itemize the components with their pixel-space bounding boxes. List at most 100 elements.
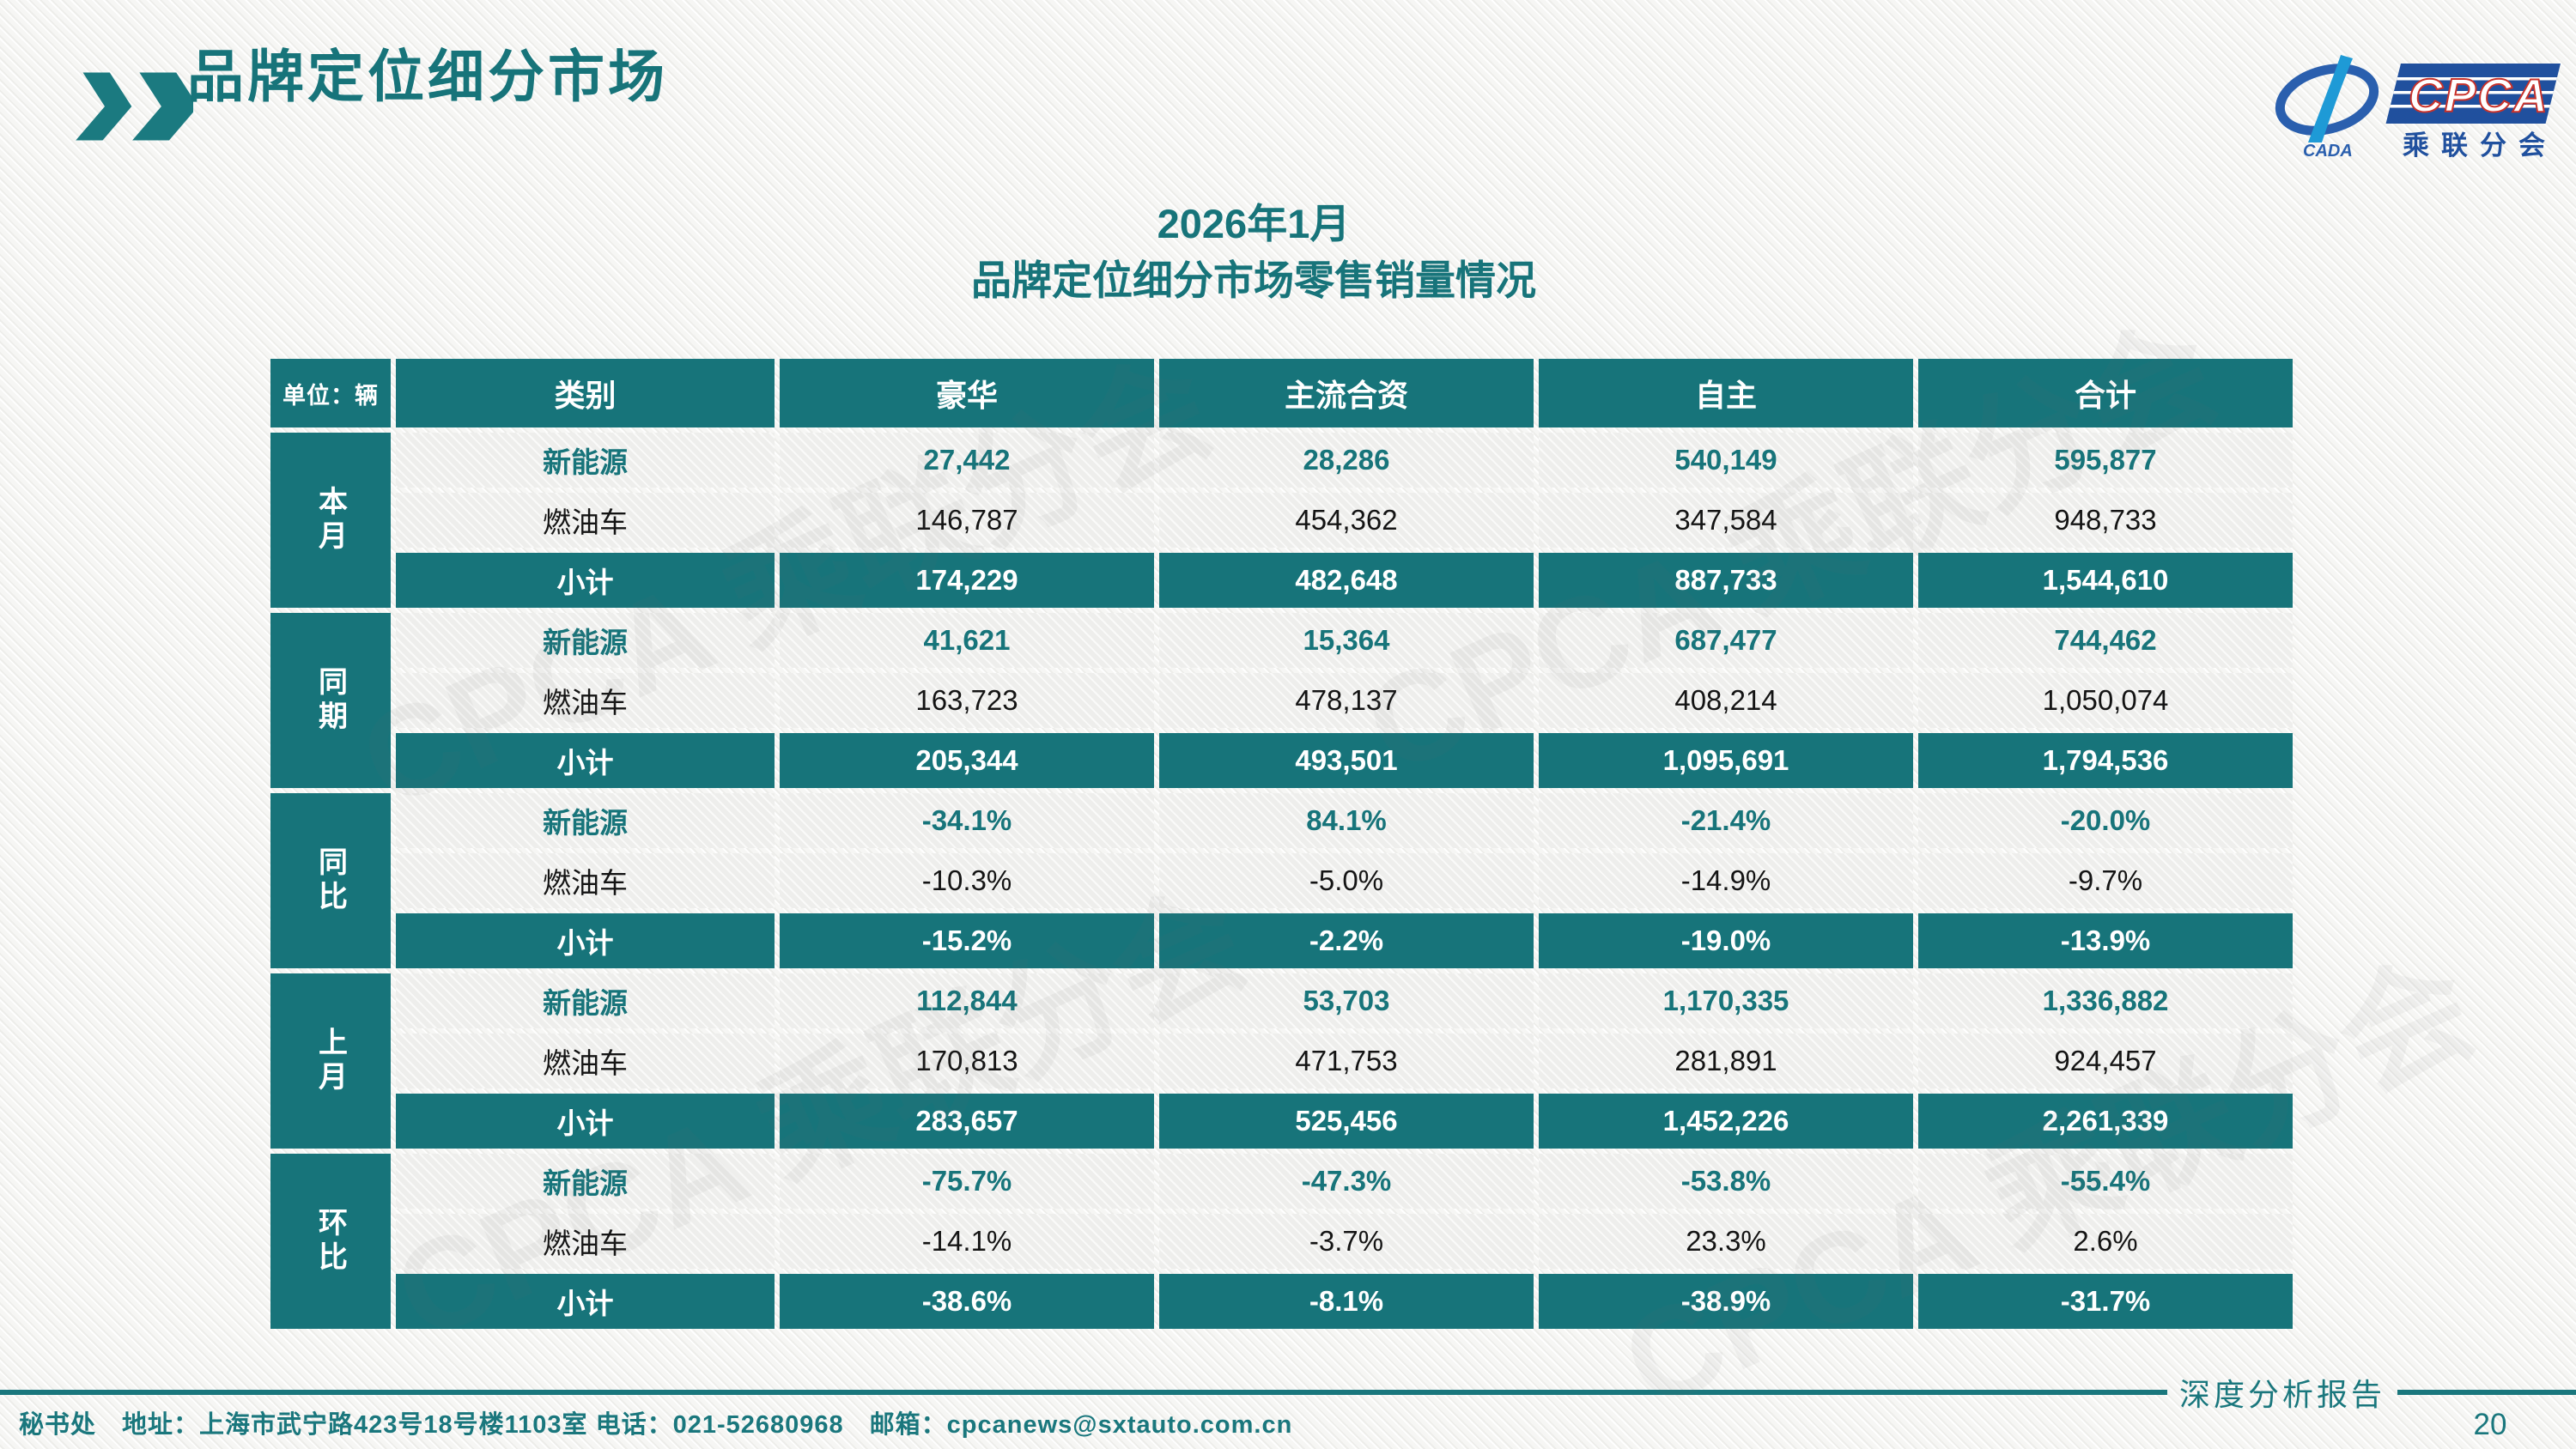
table-value-cell: 170,813	[780, 1034, 1154, 1088]
table-title-line1: 2026年1月	[1157, 201, 1351, 246]
table-value-cell: 1,794,536	[1918, 733, 2293, 788]
table-value-cell: 281,891	[1539, 1034, 1913, 1088]
report-label: 深度分析报告	[2178, 1378, 2385, 1413]
table-value-cell: 471,753	[1159, 1034, 1534, 1088]
table-value-cell: 525,456	[1159, 1094, 1534, 1149]
row-category-label: 燃油车	[396, 1214, 775, 1269]
table-value-cell: -2.2%	[1159, 913, 1534, 968]
page-number: 20	[2473, 1408, 2507, 1441]
double-chevron-icon	[76, 72, 193, 141]
table-value-cell: 163,723	[780, 673, 1154, 728]
table-value-cell: 283,657	[780, 1094, 1154, 1149]
row-category-label: 燃油车	[396, 1034, 775, 1088]
table-value-cell: 1,095,691	[1539, 733, 1913, 788]
footer-divider	[0, 1390, 2167, 1395]
table-value-cell: -20.0%	[1918, 793, 2293, 848]
table-value-cell: 174,229	[780, 553, 1154, 608]
row-category-label: 小计	[396, 733, 775, 788]
table-value-cell: 887,733	[1539, 553, 1913, 608]
unit-label: 单位：辆	[270, 359, 391, 427]
table-value-cell: 2.6%	[1918, 1214, 2293, 1269]
table-value-cell: 15,364	[1159, 613, 1534, 668]
table-value-cell: -38.6%	[780, 1274, 1154, 1329]
row-category-label: 燃油车	[396, 673, 775, 728]
table-title-line2: 品牌定位细分市场零售销量情况	[971, 257, 1536, 303]
row-group-label: 环比	[270, 1154, 391, 1329]
table-value-cell: 23.3%	[1539, 1214, 1913, 1269]
cpca-logo: CADA CPCA 乘联分会	[2275, 55, 2561, 160]
table-value-cell: -21.4%	[1539, 793, 1913, 848]
row-category-label: 新能源	[396, 433, 775, 488]
table-value-cell: 493,501	[1159, 733, 1534, 788]
row-category-label: 燃油车	[396, 853, 775, 908]
table-value-cell: -34.1%	[780, 793, 1154, 848]
table-value-cell: -75.7%	[780, 1154, 1154, 1209]
table-value-cell: 53,703	[1159, 973, 1534, 1028]
cpca-sub-wordmark: 乘联分会	[2403, 130, 2557, 160]
row-category-label: 燃油车	[396, 493, 775, 548]
table-value-cell: -38.9%	[1539, 1274, 1913, 1329]
table-value-cell: -13.9%	[1918, 913, 2293, 968]
table-value-cell: -9.7%	[1918, 853, 2293, 908]
table-value-cell: 2,261,339	[1918, 1094, 2293, 1149]
row-category-label: 新能源	[396, 613, 775, 668]
table-value-cell: 744,462	[1918, 613, 2293, 668]
table-value-cell: 595,877	[1918, 433, 2293, 488]
table-value-cell: 28,286	[1159, 433, 1534, 488]
row-group-label: 本月	[270, 433, 391, 608]
cpca-wordmark: CPCA	[2409, 69, 2549, 122]
row-group-label: 同期	[270, 613, 391, 788]
table-value-cell: 408,214	[1539, 673, 1913, 728]
sales-table: 单位：辆 类别 豪华 主流合资 自主 合计 本月 新能源 27,442 28,286 5…	[270, 359, 2293, 1329]
table-value-cell: 1,544,610	[1918, 553, 2293, 608]
table-value-cell: 924,457	[1918, 1034, 2293, 1088]
table-value-cell: -31.7%	[1918, 1274, 2293, 1329]
table-value-cell: -5.0%	[1159, 853, 1534, 908]
column-header-domestic: 自主	[1539, 359, 1913, 427]
table-value-cell: -14.1%	[780, 1214, 1154, 1269]
row-category-label: 小计	[396, 1094, 775, 1149]
row-category-label: 新能源	[396, 1154, 775, 1209]
row-group-label: 同比	[270, 793, 391, 968]
table-value-cell: -53.8%	[1539, 1154, 1913, 1209]
table-value-cell: 1,452,226	[1539, 1094, 1913, 1149]
column-header-luxury: 豪华	[780, 359, 1154, 427]
cpca-badge: CPCA 乘联分会	[2385, 64, 2561, 160]
table-value-cell: 205,344	[780, 733, 1154, 788]
table-value-cell: -10.3%	[780, 853, 1154, 908]
table-value-cell: -47.3%	[1159, 1154, 1534, 1209]
table-value-cell: 112,844	[780, 973, 1154, 1028]
cada-logo-icon: CADA	[2275, 55, 2379, 160]
table-value-cell: 84.1%	[1159, 793, 1534, 848]
table-value-cell: 1,050,074	[1918, 673, 2293, 728]
table-value-cell: 1,336,882	[1918, 973, 2293, 1028]
table-value-cell: 478,137	[1159, 673, 1534, 728]
row-category-label: 新能源	[396, 973, 775, 1028]
table-value-cell: -55.4%	[1918, 1154, 2293, 1209]
row-group-label: 上月	[270, 973, 391, 1149]
table-value-cell: -8.1%	[1159, 1274, 1534, 1329]
table-value-cell: 540,149	[1539, 433, 1913, 488]
footer-contact: 秘书处 地址：上海市武宁路423号18号楼1103室 电话：021-526809…	[19, 1411, 1293, 1439]
table-value-cell: 948,733	[1918, 493, 2293, 548]
table-value-cell: 27,442	[780, 433, 1154, 488]
table-value-cell: -15.2%	[780, 913, 1154, 968]
table-value-cell: -14.9%	[1539, 853, 1913, 908]
table-value-cell: 41,621	[780, 613, 1154, 668]
footer-divider	[2397, 1390, 2576, 1395]
table-value-cell: 146,787	[780, 493, 1154, 548]
table-value-cell: 347,584	[1539, 493, 1913, 548]
table-value-cell: 687,477	[1539, 613, 1913, 668]
table-value-cell: -19.0%	[1539, 913, 1913, 968]
row-category-label: 小计	[396, 1274, 775, 1329]
column-header-total: 合计	[1918, 359, 2293, 427]
table-value-cell: 482,648	[1159, 553, 1534, 608]
row-category-label: 新能源	[396, 793, 775, 848]
row-category-label: 小计	[396, 553, 775, 608]
column-header-mainstream-jv: 主流合资	[1159, 359, 1534, 427]
table-value-cell: -3.7%	[1159, 1214, 1534, 1269]
table-title: 2026年1月 品牌定位细分市场零售销量情况	[270, 196, 2237, 309]
table-value-cell: 1,170,335	[1539, 973, 1913, 1028]
table-value-cell: 454,362	[1159, 493, 1534, 548]
